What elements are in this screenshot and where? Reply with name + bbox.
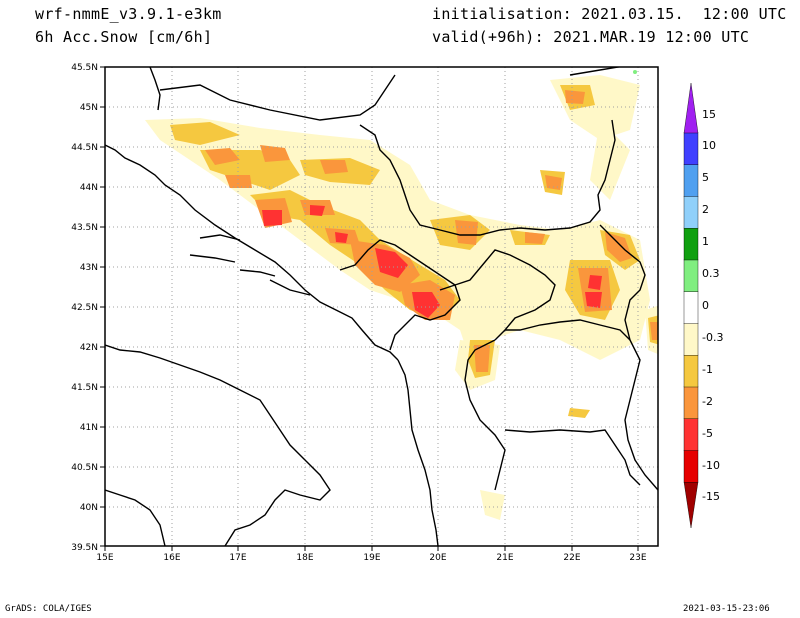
colorbar-swatch [683, 418, 699, 451]
x-tick-label: 15E [96, 553, 113, 563]
y-tick-label: 43.5N [71, 223, 98, 233]
y-tick-label: 41.5N [71, 383, 98, 393]
colorbar-swatch [683, 132, 699, 165]
x-tick-label: 18E [296, 553, 313, 563]
x-tick-label: 23E [629, 553, 646, 563]
y-tick-label: 44.5N [71, 143, 98, 153]
colorbar-label: 0 [702, 299, 709, 312]
kosovo-border [469, 249, 556, 331]
x-tick-label: 20E [429, 553, 446, 563]
y-tick-label: 45N [80, 103, 98, 113]
coastlines-borders [105, 67, 658, 546]
colorbar-label: 1 [702, 235, 709, 248]
y-tick-label: 40N [80, 503, 98, 513]
init-time: initialisation: 2021.03.15. 12:00 UTC [432, 5, 787, 23]
credit-text: GrADS: COLA/IGES [5, 604, 92, 614]
x-tick-label: 19E [363, 553, 380, 563]
x-tick-label: 16E [163, 553, 180, 563]
colorbar-swatch [683, 354, 699, 388]
colorbar-label: -15 [702, 490, 720, 503]
colorbar-label: -0.3 [702, 331, 723, 344]
y-tick-label: 40.5N [71, 463, 98, 473]
colorbar-label: -10 [702, 459, 720, 472]
model-title: wrf-nmmE_v3.9.1-e3km [35, 5, 222, 23]
y-tick-label: 42N [80, 343, 98, 353]
y-tick-label: 45.5N [71, 63, 98, 73]
y-tick-label: 41N [80, 423, 98, 433]
x-tick-label: 17E [229, 553, 246, 563]
colorbar-swatch [683, 450, 699, 483]
colorbar-label: 2 [702, 203, 709, 216]
colorbar-swatch [683, 323, 699, 356]
colorbar-label: 5 [702, 171, 709, 184]
colorbar-label: 15 [702, 108, 716, 121]
grid-lines [105, 67, 658, 546]
colorbar-label: 0.3 [702, 267, 720, 280]
colorbar-swatch [683, 164, 699, 197]
colorbar [683, 82, 699, 529]
valid-time: valid(+96h): 2021.MAR.19 12:00 UTC [432, 28, 750, 46]
snow-shading [145, 70, 658, 520]
colorbar-label: -2 [702, 395, 713, 408]
y-tick-label: 39.5N [71, 543, 98, 553]
timestamp-text: 2021-03-15-23:06 [683, 604, 770, 614]
colorbar-swatch [683, 259, 699, 292]
variable-title: 6h Acc.Snow [cm/6h] [35, 28, 213, 46]
y-tick-label: 42.5N [71, 303, 98, 313]
y-tick-label: 44N [80, 183, 98, 193]
x-tick-label: 21E [496, 553, 513, 563]
colorbar-label: -1 [702, 363, 713, 376]
y-tick-label: 43N [80, 263, 98, 273]
colorbar-label: 10 [702, 139, 716, 152]
x-tick-label: 22E [563, 553, 580, 563]
colorbar-swatch [683, 386, 699, 419]
colorbar-swatch [683, 82, 699, 134]
colorbar-swatch [683, 291, 699, 324]
colorbar-swatch [683, 481, 699, 529]
colorbar-label: -5 [702, 427, 713, 440]
colorbar-swatch [683, 227, 699, 261]
colorbar-swatch [683, 196, 699, 229]
axis-ticks [100, 66, 639, 551]
